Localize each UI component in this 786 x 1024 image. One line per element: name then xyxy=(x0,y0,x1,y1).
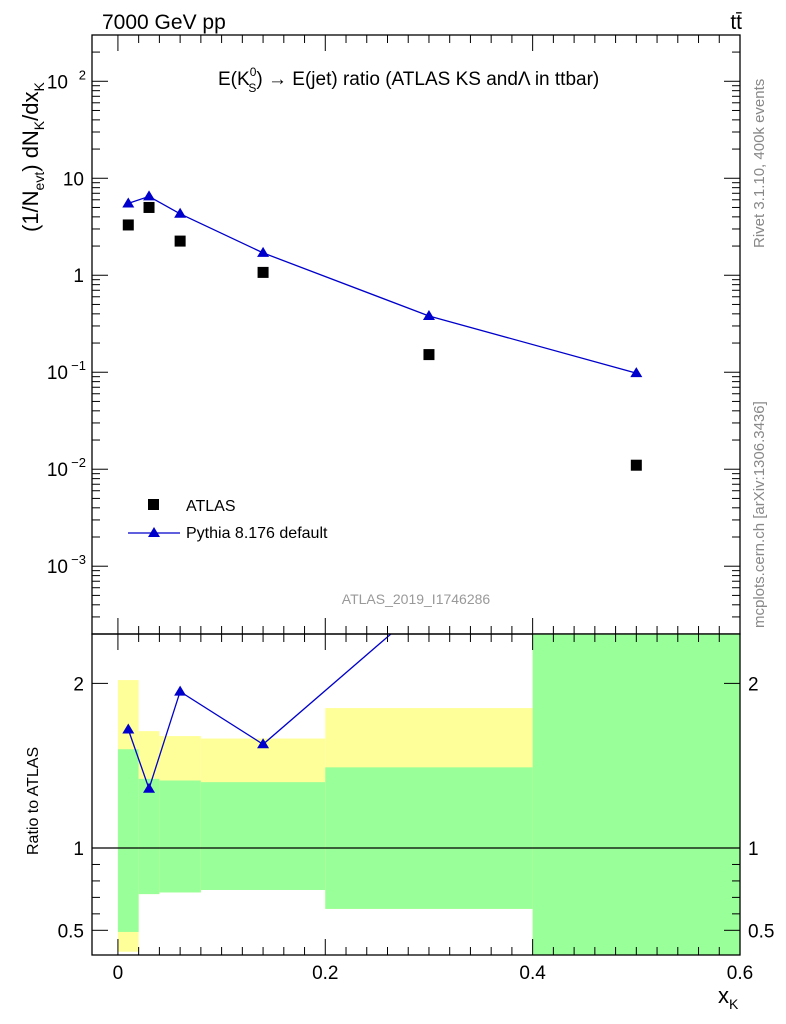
rivet-label: Rivet 3.1.10, 400k events xyxy=(751,79,768,248)
ratio-panel: 0 0.2 0.4 0.6 0.5 0.5 1 1 2 2 Ratio to ATLAS xK xyxy=(25,633,774,1012)
ratio-xtick-label: 0.2 xyxy=(312,963,338,984)
atlas-point xyxy=(423,349,435,361)
ratio-bands xyxy=(117,634,740,955)
analysis-watermark: ATLAS_2019_I1746286 xyxy=(342,591,491,607)
ratio-band-inner xyxy=(138,778,160,895)
ratio-mc-point xyxy=(122,723,135,734)
main-ytick-label: 10 xyxy=(47,363,68,384)
main-ytick-label: 10 xyxy=(63,169,84,190)
atlas-point xyxy=(122,219,134,231)
ratio-ytick-label: 0.5 xyxy=(58,921,84,942)
ratio-band-inner xyxy=(325,767,533,909)
mc-point xyxy=(630,367,643,378)
ratio-axis-ticks: 0 0.2 0.4 0.6 0.5 0.5 1 1 2 2 xyxy=(58,634,774,984)
ratio-data-layer xyxy=(92,634,740,849)
atlas-point xyxy=(257,266,269,278)
atlas-point xyxy=(630,459,642,471)
ratio-ylabel: Ratio to ATLAS xyxy=(25,747,42,855)
legend-mc-marker xyxy=(148,527,160,537)
mc-point xyxy=(122,197,135,208)
ratio-mc-point xyxy=(257,738,270,749)
ratio-band-inner xyxy=(200,782,326,890)
ratio-ytick-label-right: 2 xyxy=(748,674,759,695)
legend-atlas-marker xyxy=(148,499,159,510)
ratio-band-inner xyxy=(117,749,139,932)
mc-point xyxy=(257,246,270,257)
mcplots-label: mcplots.cern.ch [arXiv:1306.3436] xyxy=(751,401,768,628)
main-title: E(K0 S) → E(jet) ratio (ATLAS KS andΛ in … xyxy=(218,65,599,95)
main-ytick-exponent: −3 xyxy=(71,552,86,567)
ratio-band-inner xyxy=(159,780,201,893)
ratio-band-inner xyxy=(532,634,740,955)
main-frame xyxy=(91,34,741,635)
main-ytick-exponent: −2 xyxy=(71,455,86,470)
header-right-label: tt̄ xyxy=(730,11,742,34)
main-ylabel: (1/Nevt) dNK/dxK xyxy=(18,81,47,232)
main-data-layer xyxy=(122,190,643,471)
mc-line xyxy=(128,195,637,374)
mc-point xyxy=(143,190,156,201)
ratio-ytick-label: 2 xyxy=(73,674,84,695)
main-ytick-label: 1 xyxy=(73,266,84,287)
ratio-xtick-label: 0 xyxy=(113,963,124,984)
ratio-mc-point xyxy=(143,782,156,793)
ratio-ytick-label-right: 0.5 xyxy=(748,921,774,942)
main-ytick-label: 10 xyxy=(47,557,68,578)
main-ytick-exponent: 2 xyxy=(79,67,86,82)
ratio-xtick-label: 0.4 xyxy=(519,963,546,984)
legend-mc-label: Pythia 8.176 default xyxy=(186,525,328,542)
ratio-ytick-label: 1 xyxy=(73,839,84,860)
ratio-ytick-label-right: 1 xyxy=(748,839,759,860)
main-ytick-label: 10 xyxy=(47,460,68,481)
legend: ATLAS Pythia 8.176 default xyxy=(128,498,328,542)
ratio-xtick-label: 0.6 xyxy=(727,963,753,984)
legend-atlas-label: ATLAS xyxy=(186,498,236,515)
atlas-point xyxy=(174,235,186,247)
header-left-label: 7000 GeV pp xyxy=(102,11,226,34)
mc-point xyxy=(174,207,187,218)
main-ytick-label: 10 xyxy=(47,72,68,93)
ratio-xlabel: xK xyxy=(718,983,739,1012)
ratio-mc-line xyxy=(127,634,392,791)
main-ytick-exponent: −1 xyxy=(71,358,86,373)
ratio-frame xyxy=(91,633,741,956)
ratio-mc-point xyxy=(174,685,187,696)
mc-point xyxy=(422,310,435,321)
atlas-point xyxy=(143,201,155,213)
